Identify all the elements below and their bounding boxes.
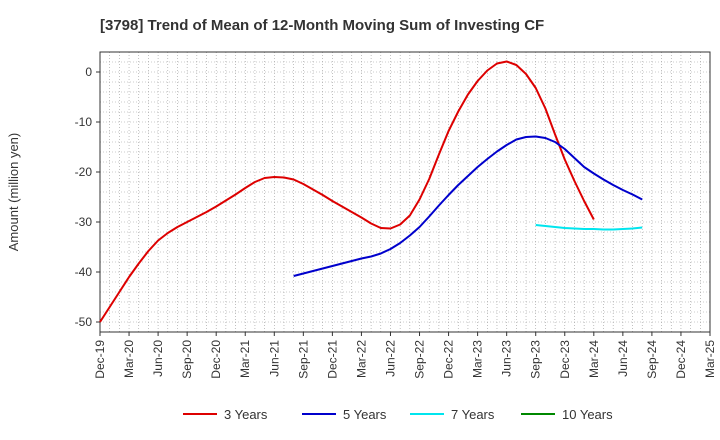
x-tick-label: Dec-24 [674, 340, 688, 379]
series-lines [99, 60, 643, 323]
x-tick-label: Sep-20 [180, 340, 194, 379]
y-tick-label: 0 [85, 65, 92, 79]
plot-area [99, 51, 711, 333]
x-tick-label: Mar-21 [238, 340, 252, 378]
x-tick-label: Sep-24 [645, 340, 659, 379]
series-line-3-years [99, 60, 595, 323]
y-tick-label: -50 [75, 315, 93, 329]
x-tick-label: Jun-24 [616, 340, 630, 377]
legend-label: 5 Years [343, 407, 387, 422]
y-axis: 0 -10 -20 -30 -40 -50 [75, 65, 100, 329]
x-tick-label: Sep-22 [413, 340, 427, 379]
y-tick-label: -30 [75, 215, 93, 229]
x-tick-label: Jun-23 [500, 340, 514, 377]
legend: 3 Years 5 Years 7 Years 10 Years [183, 407, 613, 422]
x-tick-label: Mar-20 [122, 340, 136, 378]
x-tick-label: Dec-22 [442, 340, 456, 379]
series-line-7-years [535, 224, 643, 231]
x-tick-label: Dec-21 [325, 340, 339, 379]
x-tick-label: Mar-23 [471, 340, 485, 378]
x-tick-label: Sep-23 [529, 340, 543, 379]
x-tick-label: Dec-20 [209, 340, 223, 379]
legend-label: 10 Years [562, 407, 613, 422]
x-tick-label: Jun-22 [383, 340, 397, 377]
series-line-5-years [293, 135, 643, 277]
x-tick-label: Jun-21 [267, 340, 281, 377]
x-tick-label: Mar-25 [703, 340, 717, 378]
x-tick-label: Dec-23 [558, 340, 572, 379]
x-tick-label: Mar-24 [587, 340, 601, 378]
legend-label: 7 Years [451, 407, 495, 422]
y-tick-label: -20 [75, 165, 93, 179]
x-tick-label: Dec-19 [93, 340, 107, 379]
legend-label: 3 Years [224, 407, 268, 422]
y-axis-label: Amount (million yen) [6, 133, 21, 252]
x-axis: Dec-19 Mar-20 Jun-20 Sep-20 Dec-20 Mar-21 Jun-… [93, 332, 717, 379]
y-tick-label: -10 [75, 115, 93, 129]
x-tick-label: Mar-22 [354, 340, 368, 378]
y-tick-label: -40 [75, 265, 93, 279]
x-tick-label: Jun-20 [151, 340, 165, 377]
x-tick-label: Sep-21 [296, 340, 310, 379]
chart-title: [3798] Trend of Mean of 12-Month Moving … [100, 17, 544, 34]
grid [100, 51, 710, 333]
